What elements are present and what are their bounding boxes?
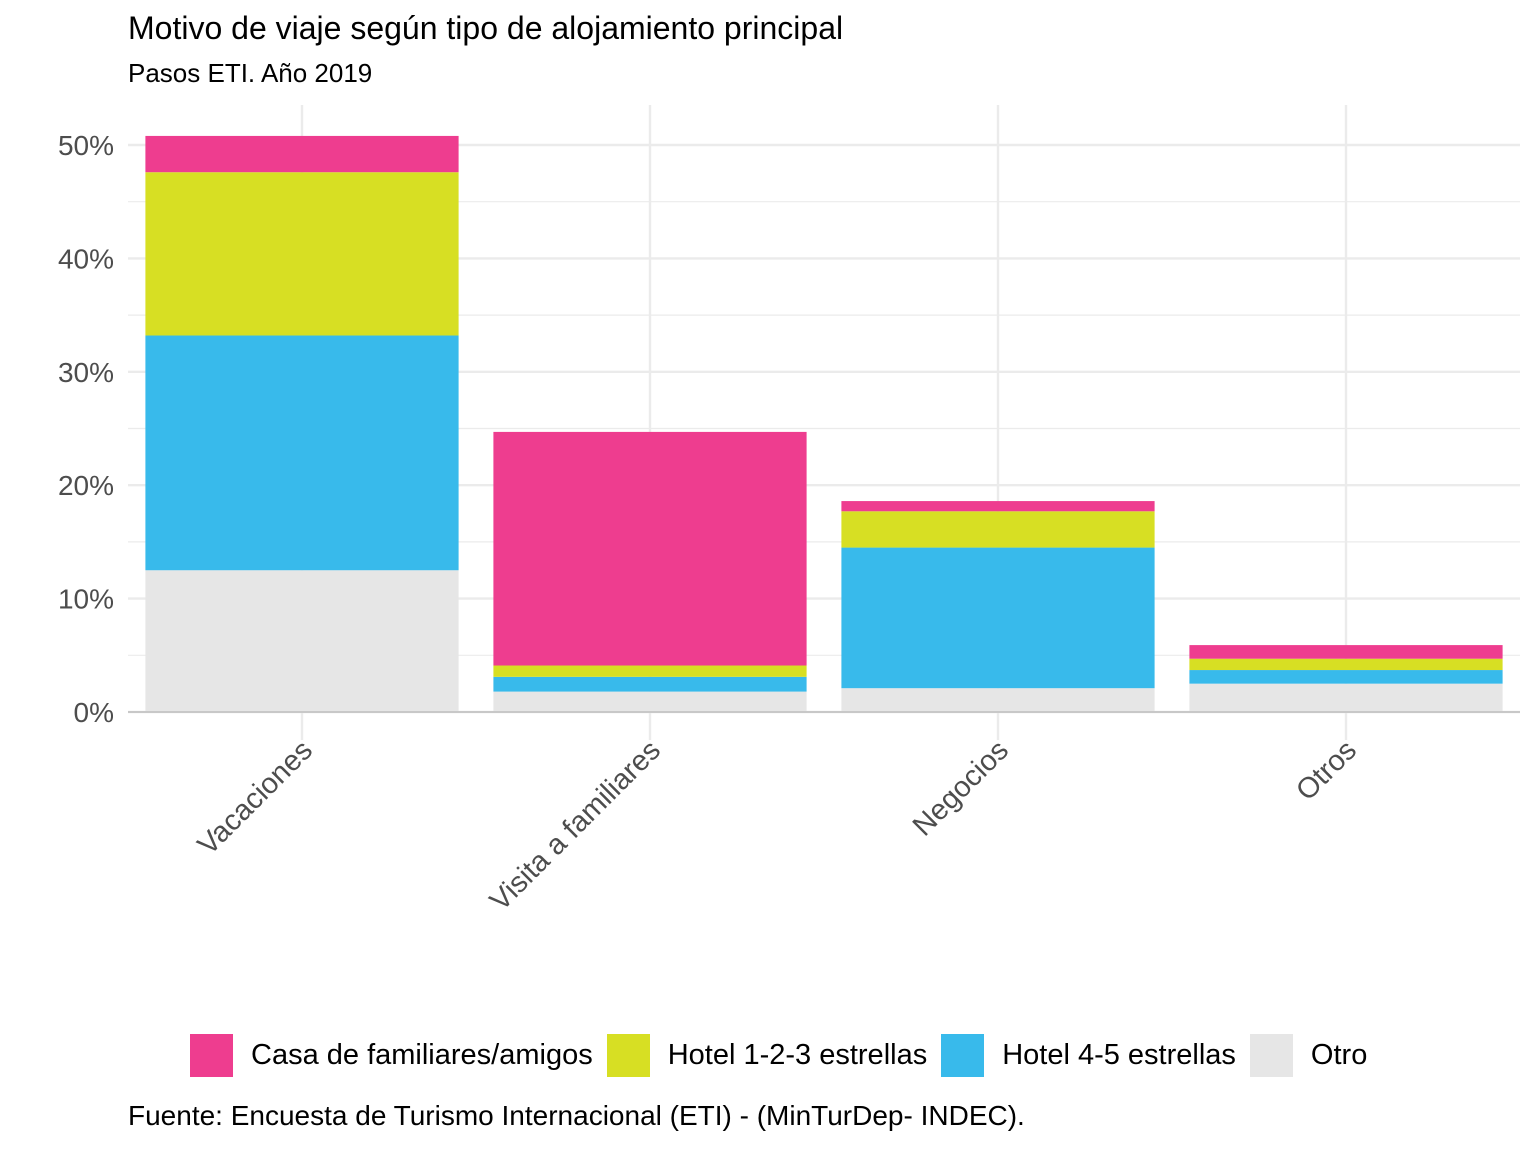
bar-segment-otro [1189,683,1503,712]
chart-subtitle: Pasos ETI. Año 2019 [128,58,373,88]
bar-segment-casa-de-familiares-amigos [841,501,1155,512]
bar-segment-hotel-1-2-3-estrellas [841,511,1155,548]
bar-segment-hotel-4-5-estrellas [145,335,459,571]
legend: Casa de familiares/amigos Hotel 1-2-3 es… [190,1032,1381,1078]
y-tick-label: 40% [58,243,114,274]
bar-segment-casa-de-familiares-amigos [493,431,807,666]
bar-segment-casa-de-familiares-amigos [145,135,459,173]
legend-swatch-casa [190,1033,233,1077]
legend-swatch-hotel-123 [606,1033,650,1077]
legend-item-hotel-123: Hotel 1-2-3 estrellas [606,1033,928,1077]
legend-item-otro: Otro [1249,1033,1368,1077]
y-tick-label: 30% [58,357,114,388]
bar-segment-otro [493,691,807,712]
chart-title: Motivo de viaje según tipo de alojamient… [128,10,844,46]
legend-label-otro: Otro [1310,1038,1368,1071]
legend-item-hotel-45: Hotel 4-5 estrellas [941,1033,1236,1077]
y-tick-label: 10% [58,584,114,615]
y-tick-label: 50% [58,130,114,161]
bars [145,135,1503,712]
stacked-bar-chart: 0% 10% 20% 30% 40% 50% Vacaciones Visita a fami… [58,105,1520,917]
x-tick-label: Visita a familiares [484,734,667,917]
legend-swatch-hotel-45 [941,1033,985,1077]
chart-caption: Fuente: Encuesta de Turismo Internaciona… [128,1100,1025,1131]
bar-segment-hotel-4-5-estrellas [841,547,1155,689]
bar-segment-hotel-4-5-estrellas [493,676,807,692]
bar-segment-casa-de-familiares-amigos [1189,645,1503,659]
legend-label-casa: Casa de familiares/amigos [251,1038,593,1071]
x-tick-label: Otros [1290,734,1363,807]
bar-segment-otro [145,570,459,712]
x-tick-label: Negocios [907,734,1015,842]
bar-segment-hotel-4-5-estrellas [1189,670,1503,684]
y-tick-label: 0% [74,697,114,728]
bar-segment-otro [841,688,1155,712]
bar-segment-hotel-1-2-3-estrellas [145,172,459,336]
y-tick-label: 20% [58,470,114,501]
bar-segment-hotel-1-2-3-estrellas [493,665,807,677]
legend-item-casa: Casa de familiares/amigos [190,1033,593,1077]
legend-label-hotel-45: Hotel 4-5 estrellas [1002,1038,1236,1071]
legend-swatch-otro [1249,1033,1293,1077]
legend-label-hotel-123: Hotel 1-2-3 estrellas [667,1038,928,1071]
bar-segment-hotel-1-2-3-estrellas [1189,658,1503,671]
x-tick-label: Vacaciones [192,734,319,861]
